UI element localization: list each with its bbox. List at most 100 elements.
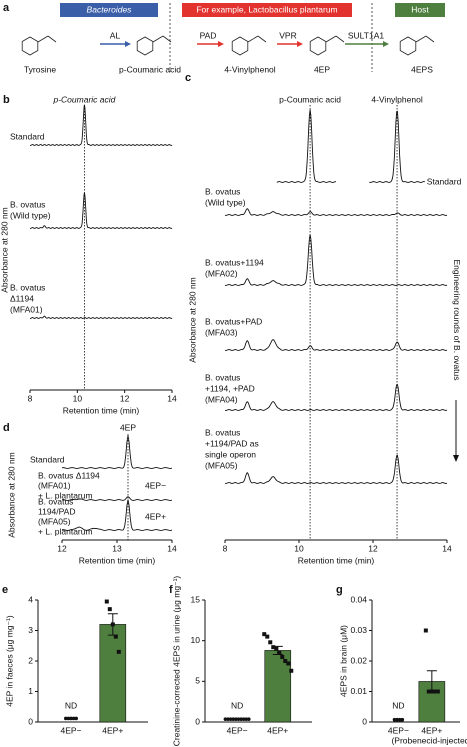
chromatogram-trace	[61, 496, 173, 501]
panel-label: c	[185, 72, 191, 84]
data-point	[268, 640, 273, 645]
data-point	[116, 649, 121, 654]
y-axis-label: Absorbance at 280 nm	[0, 207, 9, 293]
x-tick-label: 13	[112, 543, 122, 553]
chromatogram-trace	[61, 499, 173, 531]
peak-label: 4EP	[120, 422, 136, 432]
data-point	[247, 717, 251, 721]
panel-label: b	[3, 94, 10, 106]
x-tick-label: 14	[167, 393, 177, 403]
data-point	[432, 689, 437, 694]
trace-label: (Wild type)	[10, 210, 51, 220]
data-point	[228, 717, 233, 721]
panel-label: f	[169, 584, 173, 596]
compound: 4-Vinylphenol	[224, 64, 275, 74]
data-point	[271, 645, 276, 650]
trace-label: (MFA01)	[38, 480, 71, 490]
x-tick-label: 4EP−	[60, 725, 81, 735]
enzyme: VPR	[279, 30, 296, 40]
bond	[425, 35, 435, 43]
trace-label: B. ovatus Δ1194	[38, 470, 100, 480]
enzyme: PAD	[200, 30, 217, 40]
x-tick-label: 4EP+	[267, 725, 288, 735]
y-tick-label: 3	[28, 625, 33, 635]
data-point	[289, 668, 294, 673]
arrow-head	[453, 455, 459, 462]
data-point	[400, 717, 405, 722]
bond	[47, 35, 57, 43]
data-point	[283, 659, 288, 663]
trace-label: B. ovatus	[10, 282, 45, 292]
trace-label: (Wild type)	[205, 197, 246, 207]
trace-label: B. ovatus+PAD	[205, 316, 262, 326]
bond	[162, 35, 172, 43]
x-axis-label: Retention time (min)	[79, 555, 156, 565]
peak-label: p-Coumaric acid	[279, 94, 341, 104]
data-point	[397, 717, 402, 722]
x-tick-label: 14	[442, 543, 452, 553]
enzyme: SULT1A1	[348, 30, 384, 40]
y-tick-label: 2	[28, 655, 33, 665]
group-label: For example, Lactobacillus plantarum	[196, 4, 337, 14]
bar	[99, 624, 127, 723]
y-tick-label: 10	[191, 635, 201, 645]
bond	[37, 35, 49, 43]
data-point	[239, 717, 243, 721]
data-point	[226, 717, 230, 721]
trace-label: B. ovatus	[205, 186, 240, 196]
chromatogram-trace	[29, 104, 173, 146]
enzyme: AL	[110, 30, 121, 40]
chromatogram-trace	[369, 110, 425, 183]
trace-label: Δ1194	[10, 293, 34, 303]
x-tick-label: 4EP+	[421, 725, 442, 735]
x-tick-label: 12	[368, 543, 378, 553]
y-axis-label: Absorbance at 280 nm	[187, 277, 197, 363]
trace-label: (MFA02)	[205, 268, 238, 278]
data-point	[71, 716, 76, 721]
x-tick-label: 4EP−	[227, 725, 248, 735]
y-tick-label: 0.04	[350, 594, 367, 604]
x-tick-label: 10	[73, 393, 83, 403]
data-point	[286, 661, 291, 666]
ring	[21, 36, 39, 56]
x-tick-label: 4EP+	[102, 725, 123, 735]
ring	[309, 36, 327, 56]
data-point	[435, 689, 440, 694]
trace-label: Standard	[30, 454, 65, 464]
trace-label: +1194/PAD as	[205, 438, 259, 448]
x-tick-label: 8	[28, 393, 33, 403]
bond	[415, 35, 427, 43]
x-tick-note: (Probenecid-injected)	[391, 735, 467, 745]
data-point	[280, 654, 285, 659]
side-note: Engineering rounds of B. ovatus	[452, 260, 462, 381]
y-tick-label: 0.03	[350, 625, 367, 635]
chromatogram-trace	[224, 454, 448, 484]
group-box	[395, 3, 445, 17]
trace-label: B. ovatus	[205, 427, 240, 437]
bond	[152, 35, 164, 43]
data-point	[423, 628, 428, 633]
x-tick-label: 10	[294, 543, 304, 553]
data-point	[274, 646, 279, 651]
trace-label: single operon	[205, 449, 256, 459]
arrows	[100, 41, 389, 47]
panel-label: g	[336, 584, 343, 596]
data-point	[429, 689, 434, 694]
trace-label: B. ovatus	[10, 199, 45, 209]
trace-label: B. ovatus	[38, 496, 73, 506]
trace-label: 1194/PAD	[38, 506, 76, 516]
trace-label: Standard	[10, 131, 45, 141]
y-tick-label: 15	[191, 594, 201, 604]
tag: 4EP−	[145, 480, 166, 490]
y-tick-label: 4	[28, 594, 33, 604]
y-axis-label: Creatinine-corrected 4EPS in urine (μg m…	[171, 576, 181, 747]
data-point	[262, 632, 267, 637]
chromatogram-trace	[29, 315, 173, 319]
bond	[247, 35, 259, 43]
data-point	[244, 717, 248, 721]
peak-label: 4-Vinylphenol	[371, 94, 422, 104]
compound: 4EP	[314, 64, 330, 74]
chromatogram-trace	[29, 192, 173, 229]
y-axis-label: Absorbance at 280 nm	[6, 452, 16, 538]
